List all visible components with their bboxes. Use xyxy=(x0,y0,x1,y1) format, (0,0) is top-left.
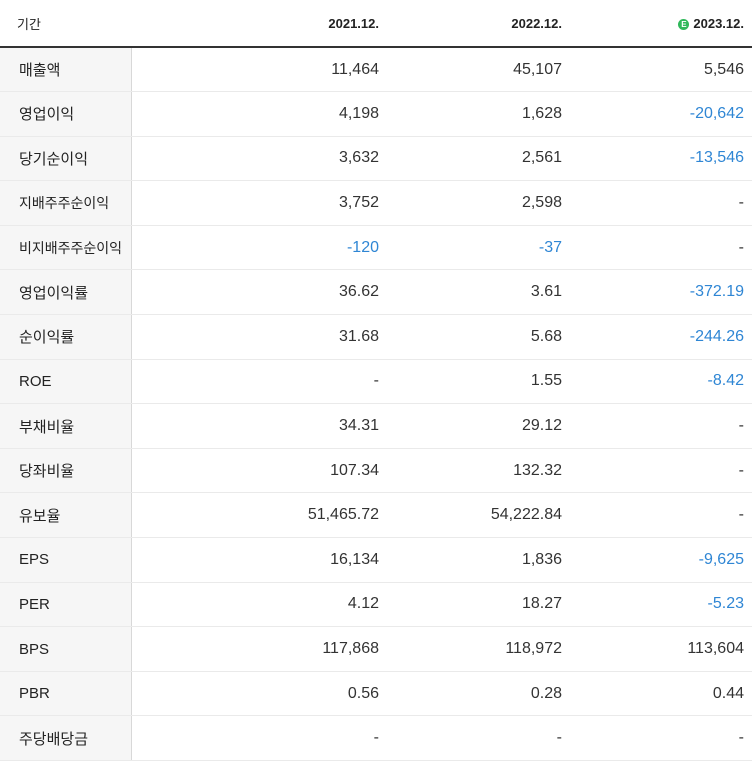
cell-2021: 51,465.72 xyxy=(131,492,387,539)
cell-2021: 107.34 xyxy=(131,448,387,494)
table-row: 비지배주주순이익 -120 -37 - xyxy=(0,225,752,271)
cell-2022: 3.61 xyxy=(387,269,570,316)
cell-2021: 4,198 xyxy=(131,91,387,137)
cell-2022: 0.28 xyxy=(387,671,570,717)
period-header-label: 기간 xyxy=(0,0,131,48)
cell-2022: 5.68 xyxy=(387,314,570,360)
row-label: 매출액 xyxy=(0,47,132,93)
cell-2021: 16,134 xyxy=(131,537,387,583)
cell-2023: - xyxy=(570,225,752,271)
table-row: 유보율 51,465.72 54,222.84 - xyxy=(0,492,752,539)
row-label: PBR xyxy=(0,671,132,717)
cell-2022: 1.55 xyxy=(387,359,570,405)
table-row: 당좌비율 107.34 132.32 - xyxy=(0,448,752,494)
row-label: ROE xyxy=(0,359,132,405)
cell-2021: 4.12 xyxy=(131,582,387,628)
cell-2023: - xyxy=(570,180,752,226)
cell-2021: 3,632 xyxy=(131,136,387,182)
row-label: BPS xyxy=(0,626,132,672)
cell-2022: 2,561 xyxy=(387,136,570,182)
row-label: 비지배주주순이익 xyxy=(0,225,132,271)
period-header-2021: 2021.12. xyxy=(131,0,387,48)
cell-2022: 54,222.84 xyxy=(387,492,570,539)
row-label: 지배주주순이익 xyxy=(0,180,132,226)
cell-2023: 0.44 xyxy=(570,671,752,717)
table-row: 당기순이익 3,632 2,561 -13,546 xyxy=(0,136,752,182)
cell-2022: 1,628 xyxy=(387,91,570,137)
cell-2023: 113,604 xyxy=(570,626,752,672)
cell-2023: - xyxy=(570,492,752,539)
cell-2022: 2,598 xyxy=(387,180,570,226)
cell-2023: -372.19 xyxy=(570,269,752,316)
row-label: 영업이익 xyxy=(0,91,132,137)
row-label: EPS xyxy=(0,537,132,583)
table-body: 매출액 11,464 45,107 5,546 영업이익 4,198 1,628… xyxy=(0,47,752,761)
cell-2021: -120 xyxy=(131,225,387,271)
table-row: BPS 117,868 118,972 113,604 xyxy=(0,626,752,672)
table-row: 부채비율 34.31 29.12 - xyxy=(0,403,752,449)
cell-2022: 45,107 xyxy=(387,47,570,93)
cell-2021: 36.62 xyxy=(131,269,387,316)
row-label: 주당배당금 xyxy=(0,715,132,761)
cell-2021: 3,752 xyxy=(131,180,387,226)
cell-2022: 1,836 xyxy=(387,537,570,583)
table-row: 영업이익 4,198 1,628 -20,642 xyxy=(0,91,752,137)
cell-2022: - xyxy=(387,715,570,761)
table-row: 영업이익률 36.62 3.61 -372.19 xyxy=(0,269,752,316)
table-row: 순이익률 31.68 5.68 -244.26 xyxy=(0,314,752,360)
cell-2021: 34.31 xyxy=(131,403,387,449)
table-row: ROE - 1.55 -8.42 xyxy=(0,359,752,405)
row-label: 영업이익률 xyxy=(0,269,132,316)
cell-2021: 0.56 xyxy=(131,671,387,717)
row-label: 부채비율 xyxy=(0,403,132,449)
table-row: PBR 0.56 0.28 0.44 xyxy=(0,671,752,717)
cell-2023: - xyxy=(570,403,752,449)
estimate-icon: E xyxy=(678,18,690,30)
cell-2021: 117,868 xyxy=(131,626,387,672)
cell-2021: 11,464 xyxy=(131,47,387,93)
period-header-2023-label: 2023.12. xyxy=(693,15,744,31)
cell-2023: -9,625 xyxy=(570,537,752,583)
cell-2023: -13,546 xyxy=(570,136,752,182)
cell-2022: 18.27 xyxy=(387,582,570,628)
cell-2021: - xyxy=(131,359,387,405)
row-label: 당기순이익 xyxy=(0,136,132,182)
cell-2023: - xyxy=(570,715,752,761)
table-row: PER 4.12 18.27 -5.23 xyxy=(0,582,752,628)
cell-2021: - xyxy=(131,715,387,761)
row-label: 당좌비율 xyxy=(0,448,132,494)
cell-2023: -5.23 xyxy=(570,582,752,628)
cell-2023: -20,642 xyxy=(570,91,752,137)
cell-2022: 118,972 xyxy=(387,626,570,672)
row-label: 순이익률 xyxy=(0,314,132,360)
table-row: 지배주주순이익 3,752 2,598 - xyxy=(0,180,752,226)
period-header-2023: E 2023.12. xyxy=(570,0,752,48)
cell-2023: 5,546 xyxy=(570,47,752,93)
table-row: EPS 16,134 1,836 -9,625 xyxy=(0,537,752,583)
cell-2023: -244.26 xyxy=(570,314,752,360)
cell-2022: -37 xyxy=(387,225,570,271)
period-header-2022: 2022.12. xyxy=(387,0,570,48)
row-label: 유보율 xyxy=(0,492,132,539)
cell-2023: -8.42 xyxy=(570,359,752,405)
table-row: 주당배당금 - - - xyxy=(0,715,752,761)
row-label: PER xyxy=(0,582,132,628)
table-row: 매출액 11,464 45,107 5,546 xyxy=(0,47,752,93)
cell-2022: 132.32 xyxy=(387,448,570,494)
cell-2022: 29.12 xyxy=(387,403,570,449)
cell-2023: - xyxy=(570,448,752,494)
header-row: 기간 2021.12. 2022.12. E 2023.12. xyxy=(0,0,752,48)
cell-2021: 31.68 xyxy=(131,314,387,360)
